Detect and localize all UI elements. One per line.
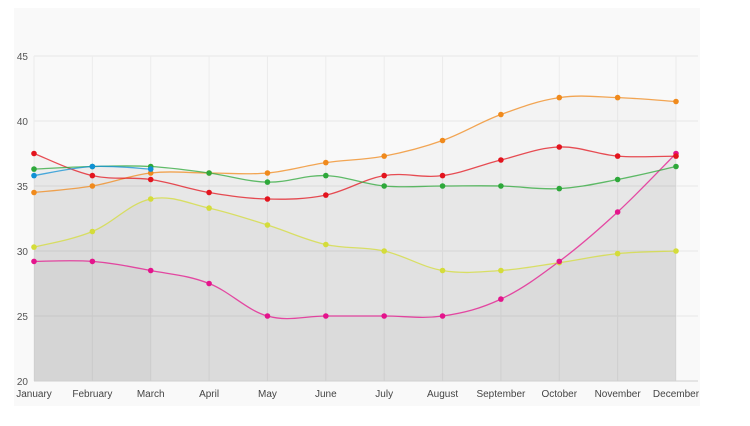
data-point-2016 [31,258,37,265]
data-point-2018 [206,189,212,196]
y-tick-label: 40 [17,117,29,128]
x-tick-label: September [476,389,526,400]
data-point-2017 [614,94,621,101]
data-point-2016 [147,267,154,274]
x-tick-label: November [595,389,642,400]
data-point-2018 [614,153,621,159]
x-tick-label: January [16,389,52,400]
data-point-2016 [89,258,96,265]
data-point-2016 [498,296,504,302]
data-point-2018 [556,144,563,150]
data-point-2016 [323,313,329,319]
data-point-2018 [673,153,679,159]
data-point-2018 [31,150,37,157]
data-point-2017 [264,170,271,176]
y-tick-label: 45 [17,52,29,63]
x-tick-label: August [427,389,458,400]
y-tick-label: 35 [17,182,29,193]
data-point-2016 [381,313,387,319]
data-point-2019 [381,183,387,189]
data-point-2017 [673,98,679,105]
x-tick-label: December [653,389,700,400]
data-point-2017 [147,170,154,176]
series-line-2019 [33,165,677,190]
data-point-2015 [206,205,212,211]
x-tick-label: July [375,389,393,400]
data-point-2020 [31,172,37,179]
data-point-2020 [147,166,154,172]
data-point-2016 [614,209,621,215]
data-point-2018 [498,157,504,163]
data-point-2017 [498,111,504,118]
data-point-2016 [264,313,271,319]
data-point-2016 [556,258,563,265]
data-point-2018 [439,172,446,179]
x-tick-label: June [315,389,337,400]
data-point-2015 [381,248,387,254]
data-point-2019 [264,179,271,185]
data-point-2015 [31,244,37,250]
data-point-2019 [498,183,504,189]
data-point-2019 [31,166,37,172]
data-point-2016 [439,313,446,319]
data-point-2017 [439,137,446,144]
data-point-2018 [323,192,329,198]
data-point-2016 [206,280,212,287]
y-tick-label: 20 [17,377,29,388]
data-point-2019 [614,176,621,183]
data-point-2015 [323,241,329,248]
data-point-2018 [264,196,271,202]
data-point-2017 [556,94,563,101]
series-line-2015 [33,197,677,274]
chart-panel [14,8,700,406]
y-tick-label: 25 [17,312,29,323]
data-point-2019 [439,183,446,189]
data-point-2017 [323,159,329,166]
data-point-2017 [89,183,96,189]
x-tick-label: May [258,389,277,400]
data-point-2015 [147,196,154,202]
x-tick-label: October [541,389,577,400]
data-point-2015 [614,250,621,257]
data-point-2015 [673,248,679,254]
y-tick-label: 30 [17,247,29,258]
data-point-2019 [206,170,212,176]
data-point-2015 [264,222,271,228]
data-point-2017 [381,153,387,159]
series-line-2017 [33,95,677,194]
series-area-2020 [34,166,151,381]
data-point-2015 [89,228,96,235]
data-point-2019 [323,172,329,179]
data-point-2020 [89,163,96,170]
data-point-2015 [439,267,446,274]
data-point-2017 [31,189,37,196]
data-point-2018 [89,172,96,179]
data-point-2019 [673,163,679,170]
data-point-2018 [381,172,387,179]
data-point-2015 [498,267,504,274]
series-line-2018 [33,146,677,200]
x-tick-label: February [72,389,112,400]
data-point-2018 [147,176,154,183]
data-point-2019 [556,185,563,192]
x-tick-label: April [199,389,219,400]
x-tick-label: March [137,389,165,400]
